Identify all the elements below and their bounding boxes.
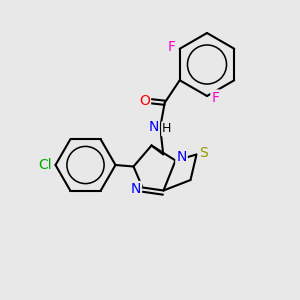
Text: N: N xyxy=(131,182,141,196)
Text: H: H xyxy=(162,122,172,135)
Text: N: N xyxy=(176,150,187,164)
Text: Cl: Cl xyxy=(38,158,52,172)
Text: O: O xyxy=(139,94,150,108)
Text: N: N xyxy=(148,120,159,134)
Text: F: F xyxy=(167,40,175,54)
Text: S: S xyxy=(199,146,208,160)
Text: F: F xyxy=(212,91,219,104)
